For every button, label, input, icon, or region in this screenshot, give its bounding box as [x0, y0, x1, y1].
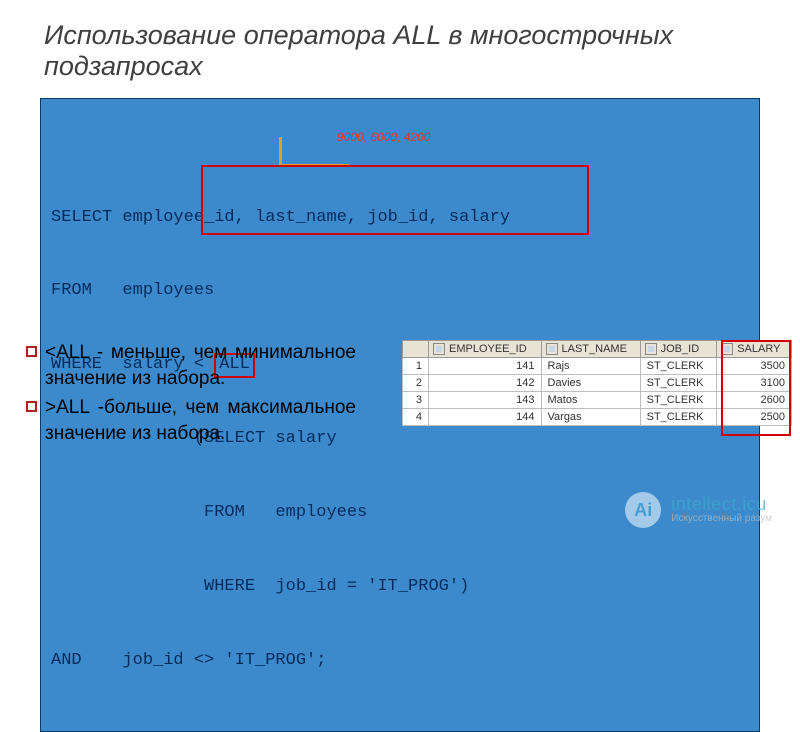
code-line-from: FROM employees [51, 279, 749, 304]
cell-employee-id: 142 [429, 375, 542, 392]
code-line-and: AND job_id <> 'IT_PROG'; [51, 649, 749, 674]
col-rownum [403, 341, 429, 358]
cell-last-name: Davies [541, 375, 640, 392]
lower-region: <ALL - меньше, чем минимальное значение … [26, 340, 786, 451]
col-last-name: LAST_NAME [541, 341, 640, 358]
watermark-logo-icon: Ai [625, 492, 661, 528]
watermark-sub: Искусственный разум [671, 514, 772, 525]
bullet-marker-icon [26, 401, 37, 412]
cell-rownum: 2 [403, 375, 429, 392]
cell-last-name: Matos [541, 392, 640, 409]
bullet-text: <ALL - меньше, чем минимальное значение … [45, 340, 356, 391]
connector-line [279, 137, 349, 167]
bullet-list: <ALL - меньше, чем минимальное значение … [26, 340, 356, 447]
col-job-id: JOB_ID [640, 341, 717, 358]
salary-column-highlight [721, 340, 791, 436]
cell-employee-id: 143 [429, 392, 542, 409]
cell-last-name: Vargas [541, 409, 640, 426]
cell-last-name: Rajs [541, 358, 640, 375]
bullet-text: >ALL -больше, чем максимальное значение … [45, 395, 356, 446]
watermark: Ai intellect.icu Искусственный разум [625, 492, 772, 528]
column-icon [546, 343, 558, 355]
subquery-values-annotation: 9000, 6000, 4200 [337, 129, 430, 146]
cell-rownum: 1 [403, 358, 429, 375]
cell-job-id: ST_CLERK [640, 375, 717, 392]
list-item: >ALL -больше, чем максимальное значение … [26, 395, 356, 446]
cell-employee-id: 144 [429, 409, 542, 426]
watermark-text: intellect.icu Искусственный разум [671, 495, 772, 524]
subquery-highlight-box [201, 165, 589, 235]
code-line-sub-where: WHERE job_id = 'IT_PROG') [51, 575, 749, 600]
cell-job-id: ST_CLERK [640, 409, 717, 426]
cell-job-id: ST_CLERK [640, 392, 717, 409]
result-table-wrap: EMPLOYEE_ID LAST_NAME JOB_ID SALARY 1 14… [402, 340, 792, 426]
cell-job-id: ST_CLERK [640, 358, 717, 375]
col-employee-id: EMPLOYEE_ID [429, 341, 542, 358]
bullet-marker-icon [26, 346, 37, 357]
column-icon [645, 343, 657, 355]
watermark-main: intellect.icu [671, 495, 772, 514]
cell-employee-id: 141 [429, 358, 542, 375]
cell-rownum: 4 [403, 409, 429, 426]
column-icon [433, 343, 445, 355]
slide-title: Использование оператора ALL в многостроч… [0, 0, 800, 90]
list-item: <ALL - меньше, чем минимальное значение … [26, 340, 356, 391]
cell-rownum: 3 [403, 392, 429, 409]
